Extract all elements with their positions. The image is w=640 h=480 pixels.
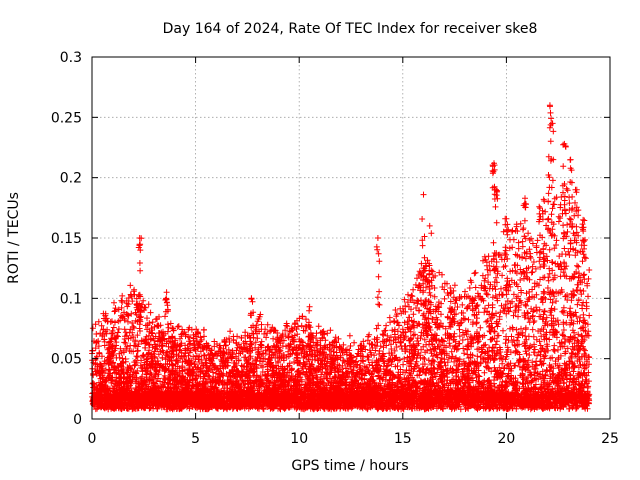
x-axis-label: GPS time / hours bbox=[291, 458, 408, 474]
x-tick-label: 15 bbox=[394, 431, 412, 447]
y-tick-label: 0.05 bbox=[51, 352, 82, 368]
y-tick-label: 0.3 bbox=[60, 50, 82, 66]
x-tick-label: 20 bbox=[497, 431, 515, 447]
y-tick-label: 0.15 bbox=[51, 231, 82, 247]
axis-ticks: 0 5 10 15 20 25 0 0.05 0.1 0.15 0.2 0.25 0.3 bbox=[51, 50, 619, 447]
chart-title: Day 164 of 2024, Rate Of TEC Index for r… bbox=[163, 21, 538, 37]
roti-markers bbox=[89, 102, 593, 413]
y-tick-label: 0.25 bbox=[51, 110, 82, 126]
data-points bbox=[89, 102, 593, 413]
y-axis-label: ROTI / TECUs bbox=[6, 192, 22, 284]
x-tick-label: 5 bbox=[191, 431, 200, 447]
y-tick-label: 0.1 bbox=[60, 291, 82, 307]
x-tick-label: 10 bbox=[290, 431, 308, 447]
y-tick-label: 0 bbox=[73, 412, 82, 428]
grid bbox=[92, 57, 610, 419]
y-tick-label: 0.2 bbox=[60, 171, 82, 187]
x-tick-label: 0 bbox=[88, 431, 97, 447]
x-tick-label: 25 bbox=[601, 431, 619, 447]
